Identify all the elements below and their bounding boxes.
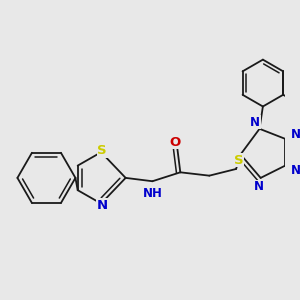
Text: N: N: [250, 116, 260, 129]
Text: O: O: [169, 136, 180, 149]
Text: N: N: [254, 180, 263, 193]
Text: N: N: [291, 128, 300, 141]
Text: N: N: [291, 164, 300, 177]
Text: NH: NH: [142, 187, 162, 200]
Text: S: S: [98, 144, 107, 157]
Text: N: N: [97, 199, 108, 212]
Text: S: S: [233, 154, 243, 166]
